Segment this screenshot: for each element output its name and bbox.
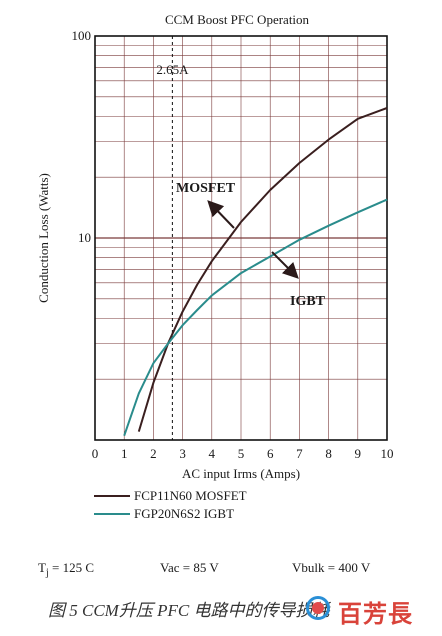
- series-group: [123, 107, 388, 437]
- annotation-mosfet-arrow: [207, 200, 235, 229]
- x-tick-label: 5: [238, 446, 245, 461]
- legend: FCP11N60 MOSFET FGP20N6S2 IGBT: [94, 488, 247, 521]
- logo-mark-icon: [306, 596, 330, 620]
- x-tick-label: 0: [92, 446, 99, 461]
- legend-label-1: FGP20N6S2 IGBT: [134, 506, 234, 521]
- y-tick-label: 100: [72, 28, 92, 43]
- annotation-igbt: IGBT: [290, 294, 326, 309]
- x-tick-label: 8: [325, 446, 332, 461]
- condition-tj: Tj = 125 C: [38, 560, 94, 579]
- series-line-0: [137, 107, 388, 432]
- annotation-mosfet: MOSFET: [176, 181, 236, 196]
- y-axis-label: Conduction Loss (Watts): [36, 173, 51, 303]
- vline-group: 2.65A: [156, 36, 189, 440]
- x-tick-label: 2: [150, 446, 157, 461]
- series-line-1: [123, 198, 388, 437]
- x-tick-label: 1: [121, 446, 128, 461]
- figure-caption: 图 5 CCM升压 PFC 电路中的传导损耗: [48, 601, 330, 620]
- chart: CCM Boost PFC Operation 2.65A 0 1 2 3 4 5 6 7 8 9…: [36, 12, 394, 521]
- grid: [95, 36, 387, 440]
- legend-label-0: FCP11N60 MOSFET: [134, 488, 247, 503]
- logo-text: 百芳長: [338, 600, 413, 628]
- x-tick-label: 6: [267, 446, 274, 461]
- annotations: MOSFET IGBT: [176, 181, 326, 309]
- condition-vbulk: Vbulk = 400 V: [292, 560, 371, 575]
- condition-vac: Vac = 85 V: [160, 560, 219, 575]
- chart-title: CCM Boost PFC Operation: [165, 12, 310, 27]
- x-tick-label: 4: [209, 446, 216, 461]
- annotation-igbt-arrow: [271, 251, 299, 279]
- y-tick-label: 10: [78, 230, 91, 245]
- marker-label: 2.65A: [156, 62, 189, 77]
- x-tick-label: 9: [355, 446, 362, 461]
- x-tick-label: 3: [179, 446, 186, 461]
- x-tick-label: 7: [296, 446, 303, 461]
- x-tick-label: 10: [381, 446, 394, 461]
- watermark-logo: 百芳長: [300, 592, 440, 632]
- plot-frame: [94, 35, 388, 441]
- x-axis-label: AC input Irms (Amps): [182, 466, 300, 481]
- tick-labels: 0 1 2 3 4 5 6 7 8 9 10 10 100: [72, 28, 394, 461]
